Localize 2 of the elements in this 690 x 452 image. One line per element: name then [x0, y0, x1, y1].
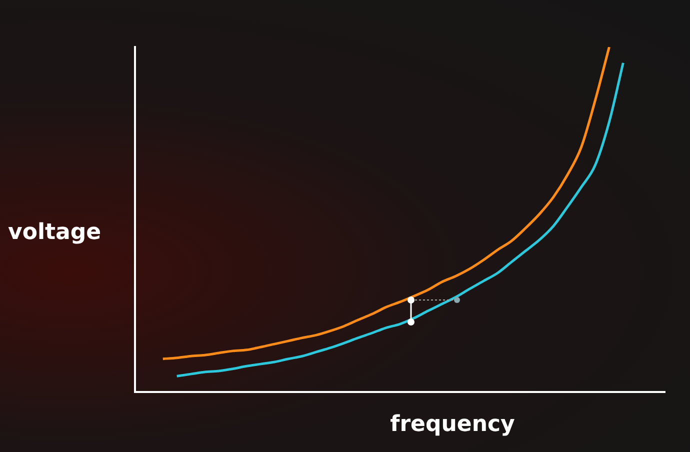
- x-axis-title: frequency: [390, 412, 515, 437]
- y-axis-title: voltage: [8, 220, 102, 245]
